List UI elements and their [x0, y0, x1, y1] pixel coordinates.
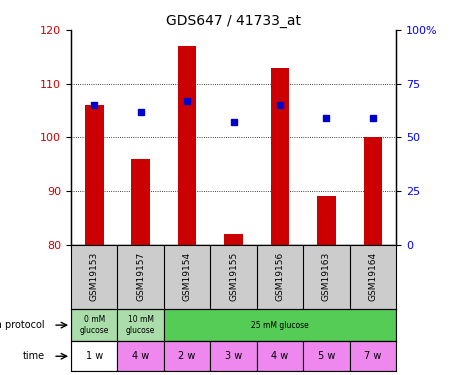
Text: 4 w: 4 w: [272, 351, 289, 361]
Text: GSM19163: GSM19163: [322, 252, 331, 302]
Text: 10 mM
glucose: 10 mM glucose: [126, 315, 155, 335]
Text: 0 mM
glucose: 0 mM glucose: [80, 315, 109, 335]
Text: GSM19154: GSM19154: [183, 252, 191, 302]
Text: 5 w: 5 w: [318, 351, 335, 361]
Bar: [210, 341, 257, 371]
Bar: [85, 105, 104, 244]
Bar: [164, 309, 396, 341]
Bar: [131, 159, 150, 244]
Bar: [364, 137, 382, 244]
Text: GSM19157: GSM19157: [136, 252, 145, 302]
Text: growth protocol: growth protocol: [0, 320, 45, 330]
Title: GDS647 / 41733_at: GDS647 / 41733_at: [166, 13, 301, 28]
Text: 3 w: 3 w: [225, 351, 242, 361]
Bar: [317, 196, 336, 244]
Bar: [178, 46, 196, 244]
Text: GSM19156: GSM19156: [276, 252, 284, 302]
Text: time: time: [23, 351, 45, 361]
Bar: [71, 341, 117, 371]
Bar: [164, 341, 210, 371]
Bar: [303, 341, 350, 371]
Bar: [257, 341, 303, 371]
Bar: [271, 68, 289, 244]
Text: 7 w: 7 w: [364, 351, 382, 361]
Text: 2 w: 2 w: [179, 351, 196, 361]
Text: GSM19155: GSM19155: [229, 252, 238, 302]
Text: GSM19164: GSM19164: [368, 252, 377, 302]
Bar: [224, 234, 243, 244]
Bar: [117, 341, 164, 371]
Text: 25 mM glucose: 25 mM glucose: [251, 321, 309, 330]
Bar: [117, 309, 164, 341]
Text: 4 w: 4 w: [132, 351, 149, 361]
Text: GSM19153: GSM19153: [90, 252, 99, 302]
Text: 1 w: 1 w: [86, 351, 103, 361]
Bar: [350, 341, 396, 371]
Bar: [71, 309, 117, 341]
